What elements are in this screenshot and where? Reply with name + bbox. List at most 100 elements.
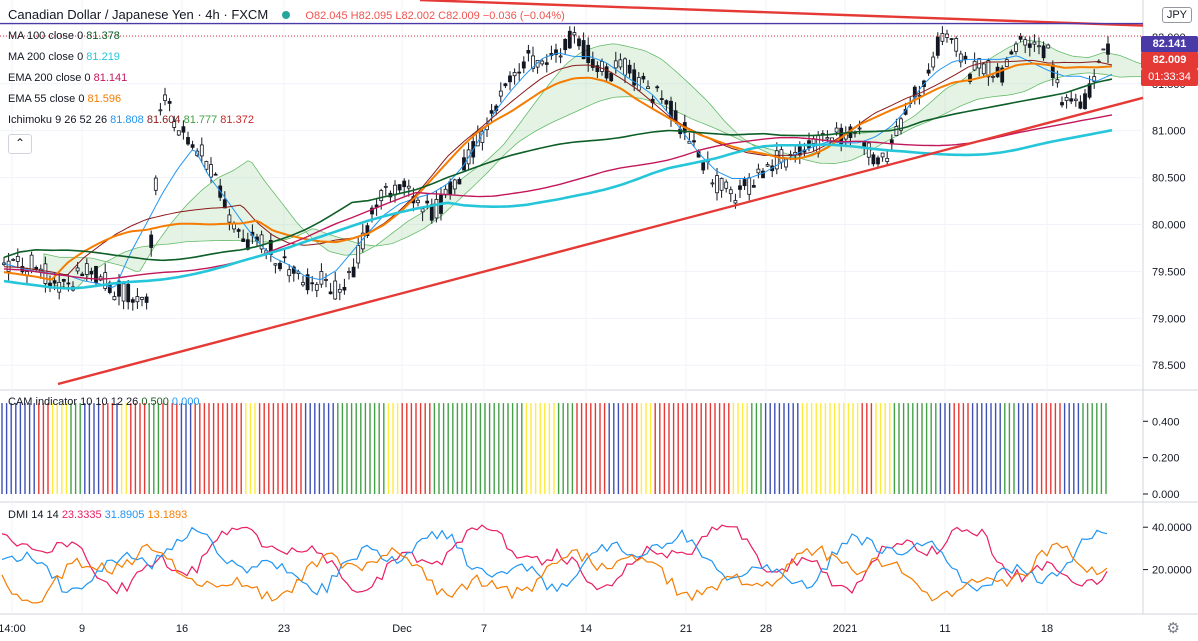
ema200-line bbox=[3, 114, 1113, 280]
candle-body bbox=[181, 126, 186, 133]
candle-body bbox=[379, 190, 384, 202]
price-tick-label: 78.500 bbox=[1152, 360, 1186, 372]
candle-body bbox=[1000, 67, 1005, 83]
candle-body bbox=[117, 280, 121, 297]
candle-body bbox=[273, 263, 278, 266]
indicator-value: 81.378 bbox=[86, 30, 120, 42]
candle-body bbox=[1037, 45, 1041, 48]
candle-body bbox=[112, 296, 117, 301]
candle-body bbox=[604, 66, 609, 79]
indicator-ema200[interactable]: EMA 200 close 0 81.141 bbox=[8, 69, 565, 90]
candle-body bbox=[724, 181, 729, 189]
candle-body bbox=[34, 267, 39, 270]
candle-body bbox=[715, 175, 719, 194]
indicator-value: 81.372 bbox=[220, 114, 254, 126]
candle-body bbox=[393, 184, 397, 196]
time-tick-label: 23 bbox=[278, 623, 290, 635]
candle-body bbox=[742, 179, 747, 187]
dmi-legend[interactable]: DMI 14 14 23.3335 31.8905 13.1893 bbox=[8, 509, 187, 522]
candle-body bbox=[917, 94, 922, 97]
indicator-value: 81.141 bbox=[93, 72, 128, 84]
collapse-legend-button[interactable]: ⌃ bbox=[8, 134, 32, 154]
candle-body bbox=[301, 282, 305, 286]
dmi-plus-line bbox=[1, 524, 1108, 595]
indicator-value: 81.604 bbox=[146, 114, 181, 126]
candle-body bbox=[935, 36, 940, 56]
candle-body bbox=[1055, 79, 1060, 84]
candle-body bbox=[11, 259, 16, 261]
candle-body bbox=[1087, 83, 1092, 98]
candle-body bbox=[186, 137, 190, 145]
candle-body bbox=[365, 225, 370, 237]
indicator-value: 81.596 bbox=[87, 93, 122, 105]
indicator-label: Ichimoku 9 26 52 26 bbox=[8, 114, 108, 126]
candle-body bbox=[899, 118, 903, 131]
indicator-ichimoku[interactable]: Ichimoku 9 26 52 26 81.808 81.604 81.777… bbox=[8, 111, 565, 132]
candle-body bbox=[1092, 76, 1097, 82]
indicator-label: EMA 55 close 0 bbox=[8, 93, 85, 105]
candle-body bbox=[314, 284, 319, 291]
cam-value: 0.000 bbox=[171, 396, 200, 408]
dmi-tick-label: 20.0000 bbox=[1152, 565, 1192, 577]
candle-body bbox=[347, 271, 351, 273]
ohlc-low: L82.002 bbox=[395, 10, 436, 22]
time-tick-label: Dec bbox=[392, 623, 412, 635]
candle-body bbox=[342, 286, 347, 291]
market-status-icon bbox=[281, 11, 290, 19]
candle-body bbox=[176, 130, 181, 136]
candle-body bbox=[163, 94, 167, 101]
candle-body bbox=[52, 280, 57, 284]
ema55-line bbox=[3, 62, 1113, 281]
candle-body bbox=[554, 49, 558, 55]
indicator-ma100[interactable]: MA 100 close 0 81.378 bbox=[8, 27, 565, 48]
candle-body bbox=[544, 62, 549, 65]
legend: Canadian Dollar / Japanese Yen · 4h · FX… bbox=[8, 6, 565, 132]
candle-body bbox=[1083, 93, 1087, 110]
ma100-price-label: 82.141 bbox=[1141, 36, 1198, 53]
candle-body bbox=[664, 100, 669, 105]
candle-body bbox=[968, 73, 972, 82]
time-tick-label: 7 bbox=[481, 623, 487, 635]
candle-body bbox=[434, 199, 439, 219]
ma200-line bbox=[3, 128, 1113, 290]
candle-body bbox=[356, 245, 361, 264]
candle-body bbox=[61, 278, 66, 282]
indicator-ema55[interactable]: EMA 55 close 0 81.596 bbox=[8, 90, 565, 111]
candle-body bbox=[406, 185, 411, 189]
candle-body bbox=[577, 38, 581, 47]
cam-tick-label: 0.000 bbox=[1152, 489, 1180, 501]
candle-body bbox=[949, 38, 954, 40]
indicator-ma200[interactable]: MA 200 close 0 81.219 bbox=[8, 48, 565, 69]
candle-body bbox=[328, 291, 333, 295]
time-tick-label: 11 bbox=[939, 623, 950, 635]
candle-body bbox=[448, 181, 453, 195]
currency-badge[interactable]: JPY bbox=[1161, 7, 1192, 23]
candle-body bbox=[728, 189, 733, 195]
candle-body bbox=[1046, 44, 1051, 49]
symbol-title[interactable]: Canadian Dollar / Japanese Yen · 4h · FX… bbox=[8, 7, 269, 22]
indicator-label: MA 100 close 0 bbox=[8, 30, 84, 42]
candle-body bbox=[1064, 97, 1069, 102]
price-tick-label: 79.000 bbox=[1152, 313, 1186, 325]
candle-body bbox=[765, 164, 770, 167]
candle-body bbox=[1027, 43, 1032, 48]
gear-icon[interactable]: ⚙ bbox=[1166, 620, 1180, 637]
candle-body bbox=[149, 234, 154, 248]
price-tick-label: 80.500 bbox=[1152, 173, 1186, 185]
candle-body bbox=[236, 229, 241, 232]
candle-body bbox=[305, 274, 310, 291]
indicator-value: 81.777 bbox=[183, 114, 218, 126]
dmi-label: DMI 14 14 bbox=[8, 509, 59, 521]
ma100-line bbox=[3, 78, 1113, 262]
candle-body bbox=[158, 109, 163, 112]
candle-body bbox=[1018, 35, 1023, 40]
candle-body bbox=[278, 262, 282, 270]
candle-body bbox=[738, 185, 742, 190]
support-trendline bbox=[57, 96, 1144, 386]
candle-body bbox=[871, 154, 876, 165]
dmi-value: 13.1893 bbox=[147, 509, 188, 521]
candle-body bbox=[876, 157, 880, 165]
candle-body bbox=[457, 178, 462, 185]
cam-legend[interactable]: CAM indicator 10 10 12 26 0.500 0.000 bbox=[8, 396, 199, 409]
